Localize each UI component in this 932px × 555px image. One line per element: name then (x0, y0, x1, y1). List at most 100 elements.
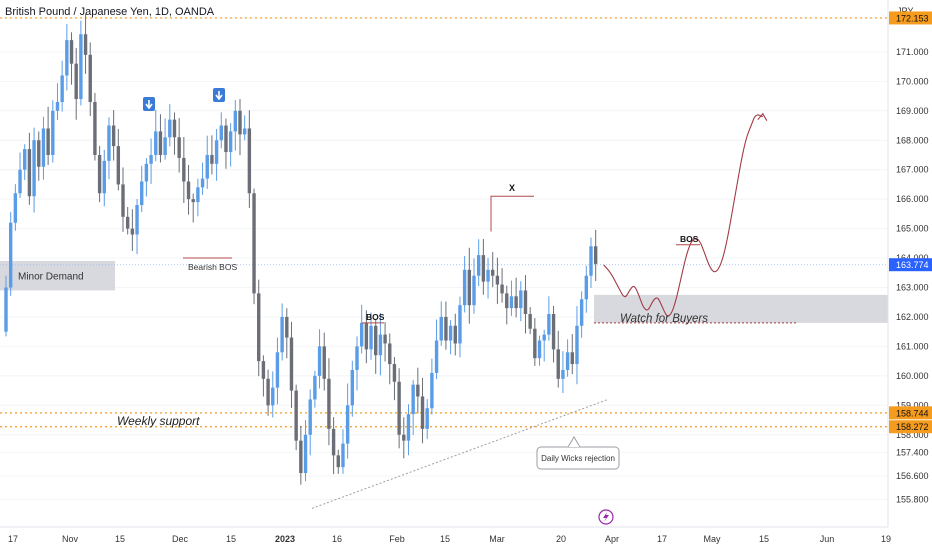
time-tick-label: Mar (489, 534, 505, 544)
candle-body (46, 128, 50, 155)
candle-body (219, 125, 223, 141)
candle-body (285, 316, 289, 338)
candle-body (23, 149, 27, 170)
price-tick-label: 155.800 (896, 495, 929, 505)
minor-demand-label: Minor Demand (18, 272, 84, 283)
candle-body (327, 378, 331, 429)
candle-body (289, 337, 294, 391)
time-tick-label: 15 (226, 534, 236, 544)
candle-body (416, 384, 420, 397)
candle-body (102, 160, 106, 194)
candle-body (200, 178, 205, 188)
candle-body (542, 334, 546, 341)
price-tick-label: 170.000 (896, 76, 929, 86)
price-tick-label: 163.000 (896, 283, 929, 293)
candle-body (41, 128, 46, 167)
projection-path (603, 114, 764, 317)
candle-body (547, 314, 551, 335)
candle-body (60, 75, 64, 102)
candle-body (491, 269, 495, 276)
candle-body (242, 128, 247, 135)
candle-body (439, 316, 443, 341)
candle-body (27, 149, 32, 197)
candle-body (369, 325, 373, 350)
level-price-tag-label: 172.153 (896, 13, 929, 23)
time-tick-label: Nov (62, 534, 79, 544)
price-tick-label: 162.000 (896, 312, 929, 322)
price-tick-label: 169.000 (896, 106, 929, 116)
candle-body (32, 140, 36, 197)
candle-body (505, 293, 509, 309)
price-tick-label: 166.000 (896, 194, 929, 204)
time-tick-label: Dec (172, 534, 189, 544)
candle-body (149, 154, 153, 164)
levels (0, 17, 888, 428)
bos-left-label: BOS (366, 312, 385, 322)
candle-body (556, 349, 560, 379)
candle-body (158, 131, 163, 155)
daily-wicks-label: Daily Wicks rejection (541, 454, 615, 463)
candle-body (317, 346, 322, 376)
time-tick-label: 15 (440, 534, 450, 544)
candle-body (397, 381, 401, 435)
candle-body (486, 269, 490, 282)
candle-body (83, 34, 88, 55)
candle-body (481, 255, 486, 282)
candle-body (589, 246, 593, 276)
time-tick-label: Jun (820, 534, 835, 544)
time-axis-bg (0, 527, 932, 550)
candle-body (214, 140, 219, 164)
candle-body (514, 296, 518, 309)
down-arrow-icon (145, 100, 153, 110)
candle-body (186, 181, 191, 200)
candle-body (420, 396, 425, 429)
price-axis-bg (888, 0, 932, 550)
level-price-tag (889, 420, 932, 434)
candle-body (523, 290, 528, 315)
candle-body (359, 322, 364, 347)
time-tick-label: 19 (881, 534, 891, 544)
candle-body (313, 375, 317, 400)
candle-body (383, 334, 387, 344)
currency-label: JPY (897, 6, 914, 16)
candle-body (303, 434, 308, 474)
candle-body (406, 414, 411, 441)
support-trendline (311, 398, 609, 509)
candle-body (210, 154, 214, 164)
candle-body (51, 110, 55, 155)
candle-body (4, 287, 8, 332)
candle-body (495, 275, 500, 285)
candle-body (163, 137, 167, 155)
candle-body (533, 328, 537, 359)
minor-demand-zone (0, 260, 115, 291)
candle-body (444, 316, 448, 341)
price-tick-label: 160.000 (896, 371, 929, 381)
candle-body (116, 146, 121, 185)
candle-body (125, 216, 130, 229)
candle-body (579, 299, 584, 326)
time-tick-label: 16 (332, 534, 342, 544)
price-tick-label: 167.000 (896, 165, 929, 175)
candle-body (266, 378, 270, 406)
candle-body (308, 399, 312, 435)
candle-body (224, 125, 228, 153)
candle-body (322, 346, 326, 379)
candle-body (228, 131, 233, 153)
candle-body (135, 205, 139, 235)
candle-body (271, 387, 275, 406)
time-tick-label: Apr (605, 534, 619, 544)
candle-body (238, 110, 242, 135)
candle-body (509, 296, 514, 309)
candle-body (205, 154, 209, 179)
candle-body (528, 314, 532, 329)
candle-body (551, 314, 556, 350)
time-tick-label: May (703, 534, 721, 544)
weekly-support-label: Weekly support (117, 414, 200, 428)
bearish-bos-label: Bearish BOS (188, 262, 237, 272)
candle-body (537, 340, 542, 359)
candle-body (261, 361, 266, 379)
price-tick-label: 171.000 (896, 47, 929, 57)
projection (603, 112, 768, 317)
